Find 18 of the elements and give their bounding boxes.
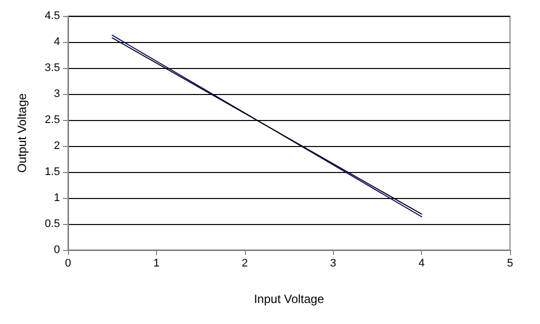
x-tick-label: 2 [242,258,248,270]
x-tick-label: 1 [153,258,160,270]
x-tick-label: 0 [64,258,72,270]
y-tick-label: 4.5 [44,10,60,22]
y-tick-label: 0 [54,244,60,256]
y-tick-label: 1.5 [44,166,60,178]
x-tick-label: 5 [506,258,514,270]
x-tick-label: 4 [418,258,425,270]
y-tick-label: 0.5 [44,218,60,230]
x-axis-title: Input Voltage [254,292,324,306]
x-tick-label: 3 [330,258,336,270]
y-tick-label: 2.5 [44,114,60,126]
y-axis-title: Output Voltage [15,92,29,173]
y-tick-label: 3 [54,88,60,100]
y-tick-label: 1 [54,192,60,204]
y-tick-label: 4 [54,36,60,48]
y-tick-label: 3.5 [44,62,60,74]
y-tick-label: 2 [54,140,60,152]
